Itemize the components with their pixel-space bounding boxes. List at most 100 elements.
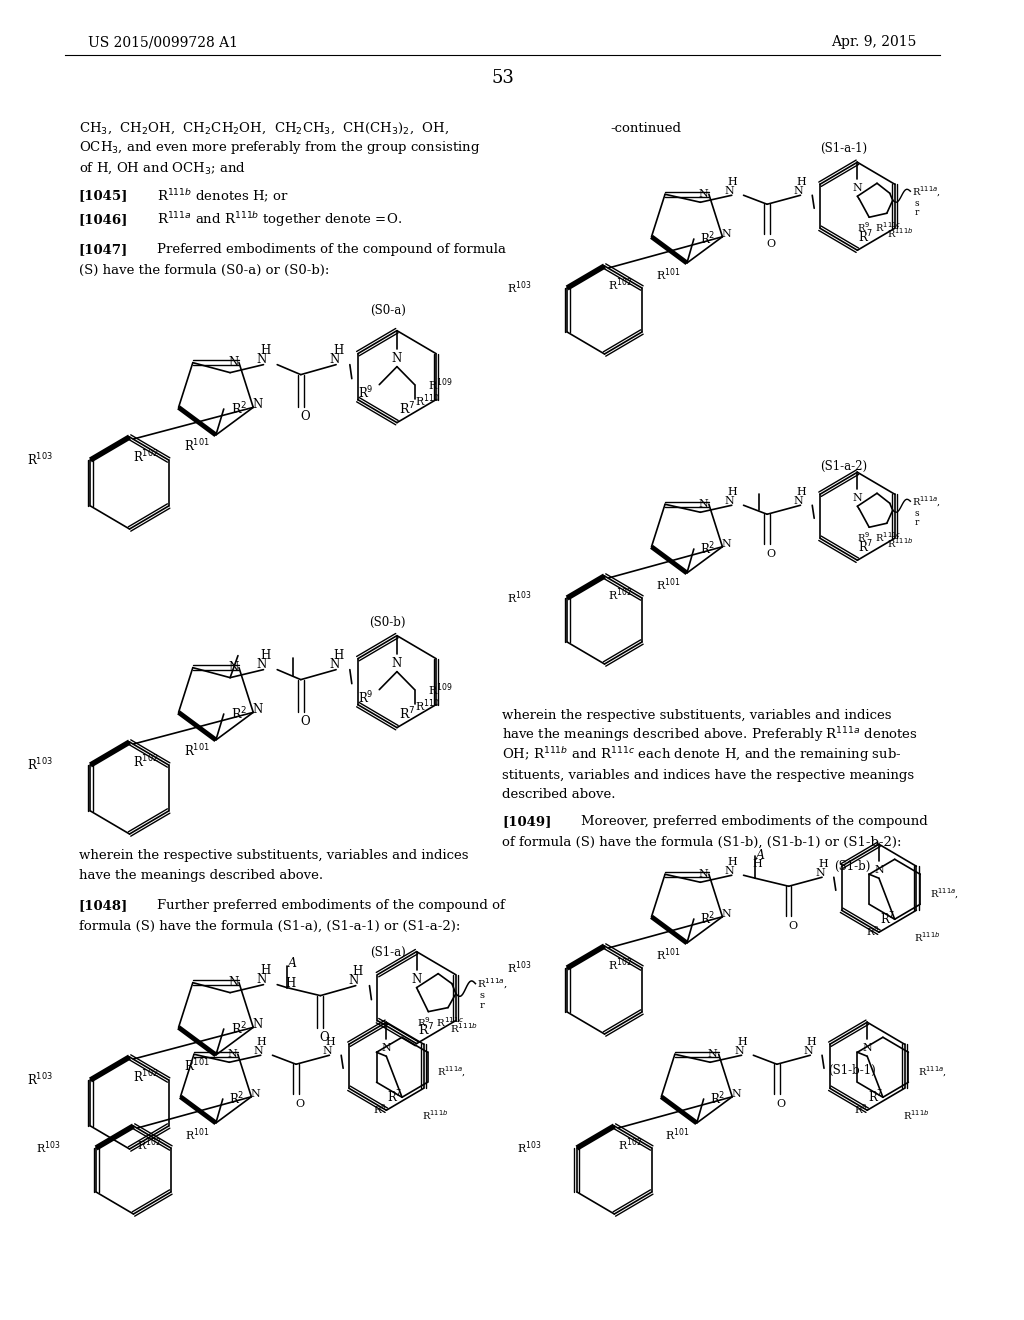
Text: A: A [756,849,765,862]
Text: have the meanings described above.: have the meanings described above. [79,869,323,882]
Text: N: N [725,866,734,876]
Text: R$^9$: R$^9$ [374,1102,387,1117]
Text: [1049]: [1049] [503,816,552,829]
Text: OH; R$^{111b}$ and R$^{111c}$ each denote H, and the remaining sub-: OH; R$^{111b}$ and R$^{111c}$ each denot… [503,746,902,764]
Text: R$^{101}$: R$^{101}$ [184,1127,209,1143]
Text: N: N [804,1047,813,1056]
Text: R$^{102}$: R$^{102}$ [608,957,633,973]
Text: N: N [698,870,708,879]
Text: R$^7$: R$^7$ [858,539,873,556]
Text: s: s [479,991,484,1001]
Text: N: N [698,189,708,199]
Text: CH$_3$,  CH$_2$OH,  CH$_2$CH$_2$OH,  CH$_2$CH$_3$,  CH(CH$_3$)$_2$,  OH,: CH$_3$, CH$_2$OH, CH$_2$CH$_2$OH, CH$_2$… [79,120,449,136]
Text: O: O [788,921,797,931]
Text: R$^{102}$: R$^{102}$ [608,586,633,603]
Text: R$^2$: R$^2$ [231,401,248,417]
Text: r: r [479,1001,484,1010]
Text: N: N [708,1049,718,1059]
Text: R$^2$: R$^2$ [228,1090,244,1107]
Text: N: N [392,657,402,671]
Text: R$^{111b}$: R$^{111b}$ [422,1109,449,1122]
Text: H: H [352,965,362,978]
Text: R$^{102}$: R$^{102}$ [608,277,633,293]
Text: R$^2$: R$^2$ [699,231,716,247]
Text: R$^{111b}$: R$^{111b}$ [902,1109,929,1122]
Text: N: N [382,1043,391,1053]
Text: R$^{103}$: R$^{103}$ [36,1139,60,1156]
Text: H: H [818,859,828,870]
Text: R$^{111b}$: R$^{111b}$ [450,1020,478,1035]
Text: N: N [254,1047,263,1056]
Text: H: H [797,177,806,187]
Text: R$^{101}$: R$^{101}$ [184,1057,210,1074]
Text: N: N [392,352,402,366]
Text: N: N [794,496,804,507]
Text: R$^7$: R$^7$ [398,400,415,417]
Text: R$^{101}$: R$^{101}$ [655,946,680,964]
Text: US 2015/0099728 A1: US 2015/0099728 A1 [88,36,239,49]
Text: N: N [228,661,239,675]
Text: N: N [227,1049,237,1059]
Text: R$^{111b}$ denotes H; or: R$^{111b}$ denotes H; or [157,187,289,205]
Text: N: N [329,659,339,671]
Text: [1045]: [1045] [79,190,128,202]
Text: H: H [728,487,737,498]
Text: wherein the respective substituents, variables and indices: wherein the respective substituents, var… [79,849,468,862]
Text: N: N [329,354,339,366]
Text: O: O [300,715,309,729]
Text: N: N [256,659,266,671]
Text: R$^{109}$: R$^{109}$ [428,376,453,393]
Text: H: H [728,857,737,867]
Text: O: O [766,549,775,560]
Text: r: r [914,207,919,216]
Text: N: N [735,1047,744,1056]
Text: R$^9$: R$^9$ [854,1102,868,1117]
Text: R$^{111a}$,: R$^{111a}$, [930,887,959,902]
Text: (S) have the formula (S0-a) or (S0-b):: (S) have the formula (S0-a) or (S0-b): [79,264,329,276]
Text: (S1-b): (S1-b) [834,859,870,873]
Text: H: H [806,1038,816,1047]
Text: O: O [766,239,775,249]
Text: R$^{103}$: R$^{103}$ [28,451,53,469]
Text: R$^9$  R$^{111c}$: R$^9$ R$^{111c}$ [417,1015,464,1028]
Text: N: N [731,1089,741,1098]
Text: R$^{103}$: R$^{103}$ [507,960,531,977]
Text: R$^9$: R$^9$ [357,689,374,706]
Text: R$^{103}$: R$^{103}$ [28,756,53,774]
Text: R$^{111a}$,: R$^{111a}$, [912,495,941,510]
Text: R$^{103}$: R$^{103}$ [28,1072,53,1088]
Text: of formula (S) have the formula (S1-b), (S1-b-1) or (S1-b-2):: of formula (S) have the formula (S1-b), … [503,836,902,849]
Text: R$^7$: R$^7$ [418,1022,434,1038]
Text: R$^2$: R$^2$ [710,1090,725,1107]
Text: N: N [725,186,734,197]
Text: R$^{102}$: R$^{102}$ [133,1069,160,1085]
Text: R$^9$  R$^{111c}$: R$^9$ R$^{111c}$ [857,220,902,234]
Text: N: N [412,973,422,986]
Text: R$^{111a}$,: R$^{111a}$, [437,1065,466,1080]
Text: A: A [289,957,297,970]
Text: formula (S) have the formula (S1-a), (S1-a-1) or (S1-a-2):: formula (S) have the formula (S1-a), (S1… [79,920,460,932]
Text: stituents, variables and indices have the respective meanings: stituents, variables and indices have th… [503,768,914,781]
Text: R$^2$: R$^2$ [231,706,248,722]
Text: R$^{101}$: R$^{101}$ [655,577,680,593]
Text: R$^{103}$: R$^{103}$ [507,280,531,296]
Text: N: N [323,1047,333,1056]
Text: Preferred embodiments of the compound of formula: Preferred embodiments of the compound of… [157,243,506,256]
Text: N: N [815,869,825,878]
Text: R$^2$: R$^2$ [699,911,716,927]
Text: H: H [333,345,343,358]
Text: N: N [251,1089,260,1098]
Text: s: s [914,199,919,207]
Text: R$^{111a}$,: R$^{111a}$, [912,185,941,199]
Text: N: N [252,397,262,411]
Text: N: N [252,1018,262,1031]
Text: Apr. 9, 2015: Apr. 9, 2015 [831,36,916,49]
Text: (S1-a-2): (S1-a-2) [820,459,867,473]
Text: R$^9$: R$^9$ [357,384,374,401]
Text: N: N [256,973,266,986]
Text: OCH$_3$, and even more preferably from the group consisting: OCH$_3$, and even more preferably from t… [79,140,480,157]
Text: R$^{111a}$ and R$^{111b}$ together denote $\!=\!$O.: R$^{111a}$ and R$^{111b}$ together denot… [157,211,402,230]
Text: H: H [333,649,343,663]
Text: N: N [348,974,358,987]
Text: O: O [300,411,309,424]
